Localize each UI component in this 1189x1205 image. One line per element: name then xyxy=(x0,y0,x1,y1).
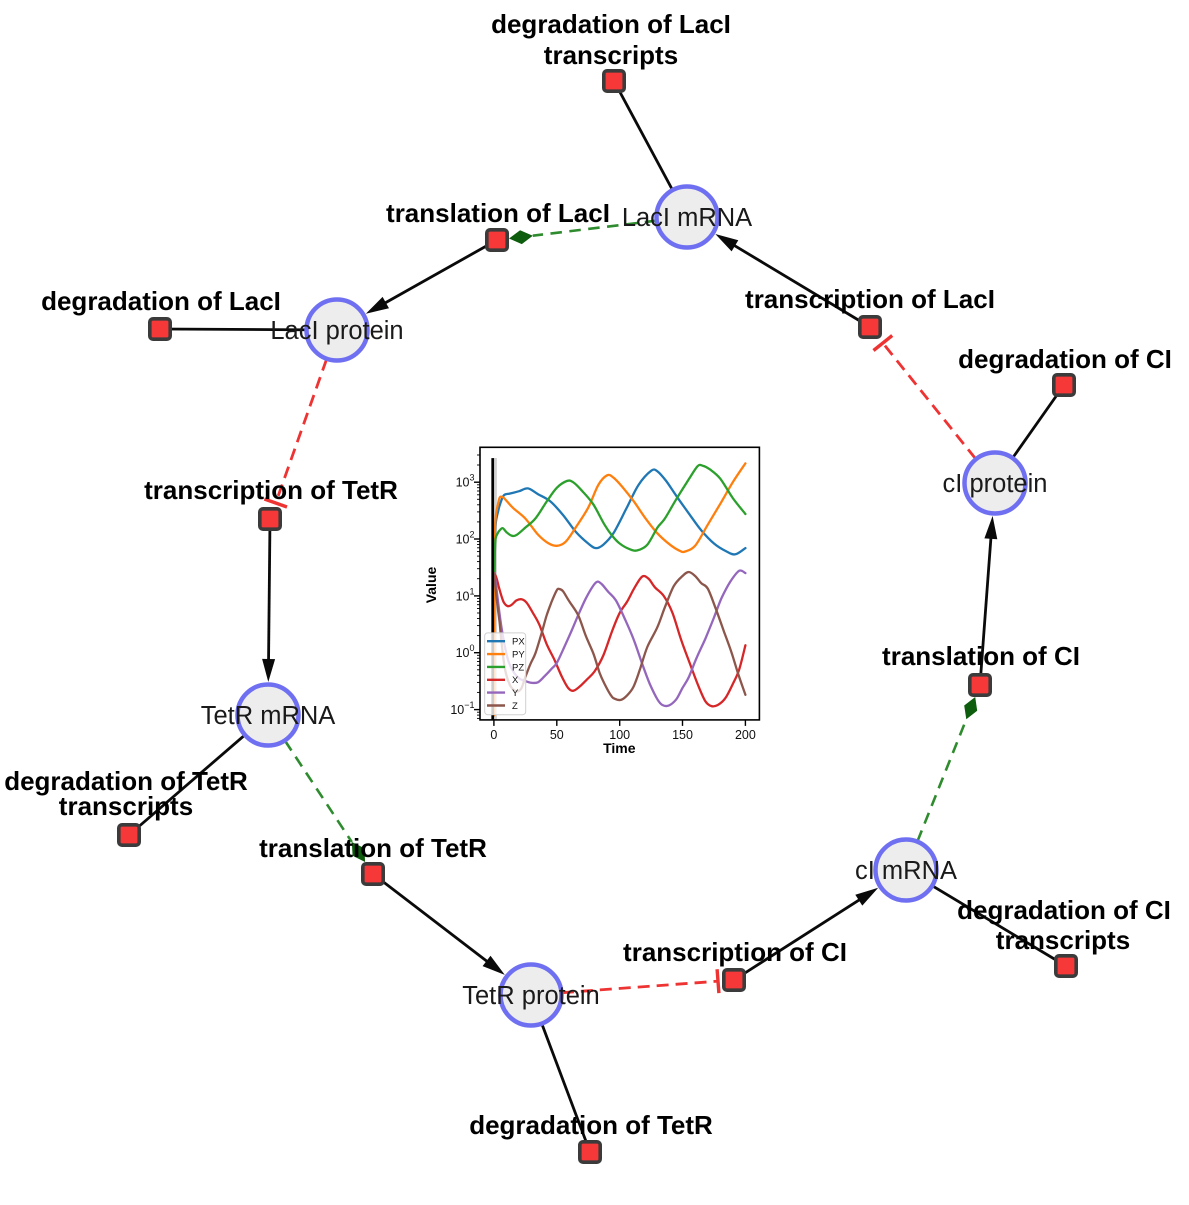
svg-text:transcription of LacI: transcription of LacI xyxy=(745,284,995,314)
svg-text:LacI protein: LacI protein xyxy=(270,317,403,345)
svg-text:degradation of CI: degradation of CI xyxy=(957,895,1171,925)
svg-text:LacI mRNA: LacI mRNA xyxy=(622,204,752,232)
svg-text:transcription of TetR: transcription of TetR xyxy=(144,475,398,505)
svg-text:cI protein: cI protein xyxy=(943,470,1048,498)
svg-text:transcripts: transcripts xyxy=(544,40,678,70)
svg-text:PY: PY xyxy=(512,650,525,661)
svg-text:Y: Y xyxy=(512,688,519,699)
svg-text:translation of LacI: translation of LacI xyxy=(386,198,610,228)
svg-text:degradation of LacI: degradation of LacI xyxy=(491,9,731,39)
svg-text:Z: Z xyxy=(512,701,518,712)
svg-text:PZ: PZ xyxy=(512,662,524,673)
svg-text:Value: Value xyxy=(423,567,439,604)
svg-text:transcripts: transcripts xyxy=(996,925,1130,955)
svg-text:degradation of TetR: degradation of TetR xyxy=(469,1110,713,1140)
svg-text:TetR mRNA: TetR mRNA xyxy=(201,702,336,730)
svg-text:Time: Time xyxy=(603,740,636,756)
svg-text:0: 0 xyxy=(490,728,497,742)
svg-text:50: 50 xyxy=(550,728,564,742)
svg-text:X: X xyxy=(512,675,519,686)
svg-text:degradation of LacI: degradation of LacI xyxy=(41,286,281,316)
svg-text:PX: PX xyxy=(512,637,525,648)
svg-text:100: 100 xyxy=(609,728,630,742)
svg-text:150: 150 xyxy=(672,728,693,742)
svg-text:translation of TetR: translation of TetR xyxy=(259,833,487,863)
svg-text:cI mRNA: cI mRNA xyxy=(855,857,957,885)
svg-text:transcription of CI: transcription of CI xyxy=(623,937,847,967)
svg-text:200: 200 xyxy=(735,728,756,742)
svg-text:transcripts: transcripts xyxy=(59,791,193,821)
svg-text:degradation of TetR: degradation of TetR xyxy=(4,766,248,796)
svg-text:TetR protein: TetR protein xyxy=(462,982,600,1010)
svg-text:degradation of CI: degradation of CI xyxy=(958,344,1172,374)
svg-text:translation of CI: translation of CI xyxy=(882,641,1080,671)
